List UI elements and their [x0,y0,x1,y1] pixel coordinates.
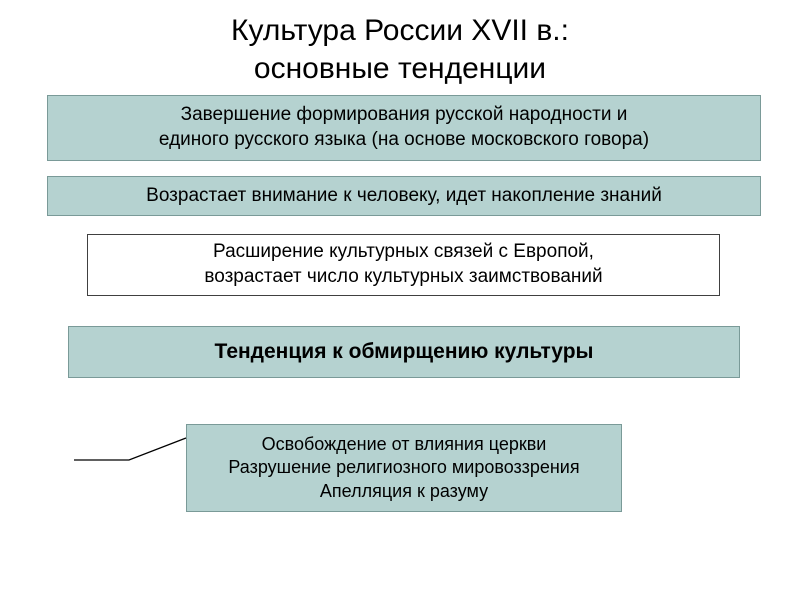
title-line-1: Культура России XVII в.: [231,14,569,47]
box1-line2: единого русского языка (на основе москов… [159,128,649,153]
box3-line1: Расширение культурных связей с Европой, [213,240,594,265]
connector-line [74,436,189,464]
box2-text: Возрастает внимание к человеку, идет нак… [146,184,662,209]
box3-line2: возрастает число культурных заимствовани… [204,265,602,290]
box4-text: Тенденция к обмирщению культуры [215,338,594,365]
title-line-2: основные тенденции [254,52,546,85]
tendency-box-2: Возрастает внимание к человеку, идет нак… [47,176,761,216]
box5-line1: Освобождение от влияния церкви [262,433,547,456]
tendency-box-1: Завершение формирования русской народнос… [47,95,761,161]
box1-line1: Завершение формирования русской народнос… [181,103,628,128]
box5-line2: Разрушение религиозного мировоззрения [228,456,579,479]
box5-line3: Апелляция к разуму [320,480,488,503]
tendency-box-3: Расширение культурных связей с Европой, … [87,234,720,296]
tendency-box-4-main: Тенденция к обмирщению культуры [68,326,740,378]
tendency-box-5-details: Освобождение от влияния церкви Разрушени… [186,424,622,512]
slide-title: Культура России XVII в.: основные тенден… [0,0,800,87]
